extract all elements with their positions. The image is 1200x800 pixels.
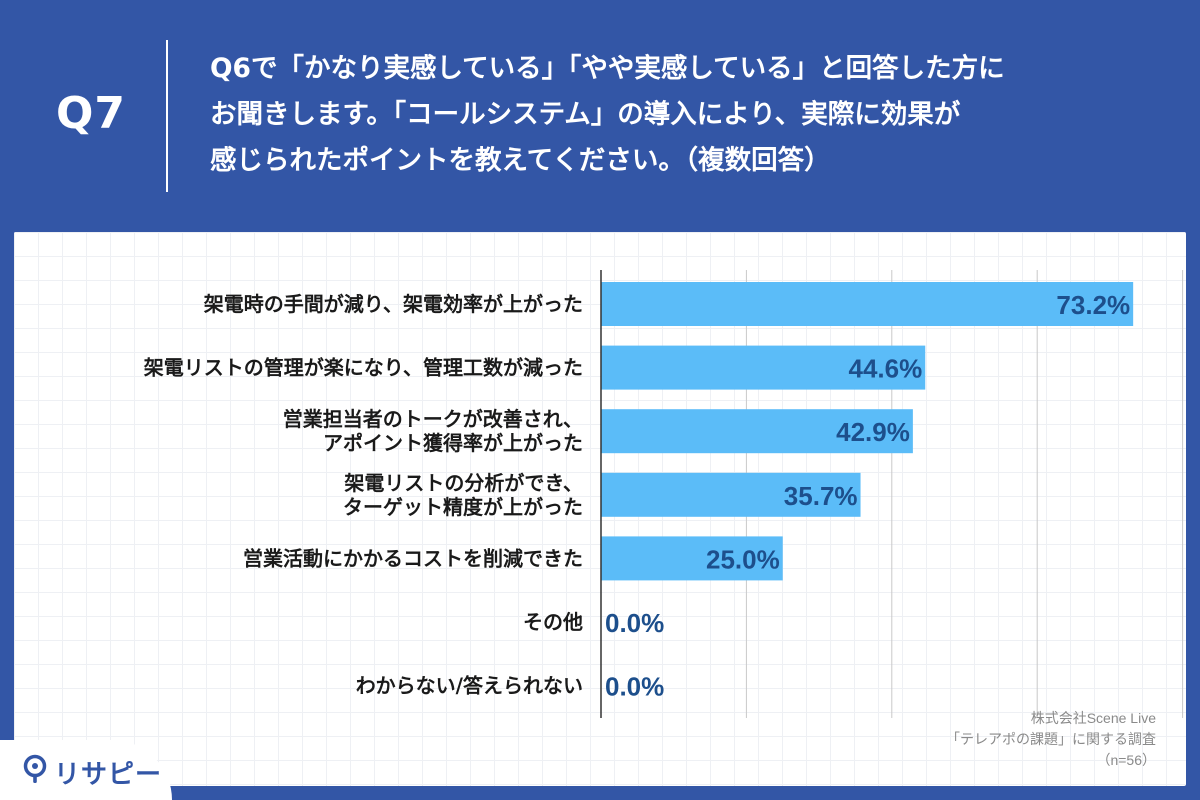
source-survey: 「テレアポの課題」に関する調査 bbox=[946, 731, 1156, 747]
bar-0 bbox=[601, 282, 1134, 326]
value-label-3: 35.7% bbox=[784, 481, 858, 511]
question-line-1: Q6で「かなり実感している」「やや実感している」と回答した方に bbox=[210, 53, 1005, 84]
category-label-2-line-1: アポイント獲得率が上がった bbox=[323, 431, 583, 455]
bar-chart: 73.2% 架電時の手間が減り、架電効率が上がった 44.6% 架電リストの管理が楽に… bbox=[144, 270, 1184, 718]
logo-pin-icon bbox=[23, 754, 47, 783]
source-company: 株式会社Scene Live bbox=[1030, 710, 1156, 726]
value-label-0: 73.2% bbox=[1056, 290, 1130, 320]
question-line-3: 感じられたポイントを教えてください。（複数回答） bbox=[210, 145, 831, 176]
category-label-2-line-0: 営業担当者のトークが改善され、 bbox=[283, 407, 583, 431]
question-text: Q6で「かなり実感している」「やや実感している」と回答した方に お聞きします。「… bbox=[210, 46, 1170, 184]
category-label-3-line-0: 架電リストの分析ができ、 bbox=[344, 471, 583, 495]
category-label-6-line-0: わからない/答えられない bbox=[356, 674, 583, 698]
category-label-2: 営業担当者のトークが改善され、アポイント獲得率が上がった bbox=[283, 407, 583, 455]
category-label-3: 架電リストの分析ができ、ターゲット精度が上がった bbox=[343, 471, 583, 519]
value-label-5: 0.0% bbox=[605, 608, 664, 638]
value-label-4: 25.0% bbox=[706, 544, 780, 574]
source-sample-size: （n=56） bbox=[1096, 752, 1156, 768]
bar-2 bbox=[601, 409, 913, 454]
question-header: Q7 Q6で「かなり実感している」「やや実感している」と回答した方に お聞きしま… bbox=[0, 0, 1200, 232]
logo-text: リサピー bbox=[54, 760, 163, 790]
category-label-0-line-0: 架電時の手間が減り、架電効率が上がった bbox=[204, 292, 583, 316]
question-line-2: お聞きします。「コールシステム」の導入により、実際に効果が bbox=[210, 99, 961, 130]
value-label-2: 42.9% bbox=[836, 417, 910, 447]
header-divider bbox=[166, 40, 168, 192]
category-label-4: 営業活動にかかるコストを削減できた bbox=[243, 546, 583, 570]
category-label-4-line-0: 営業活動にかかるコストを削減できた bbox=[243, 546, 583, 570]
value-label-6: 0.0% bbox=[605, 672, 664, 702]
category-label-5-line-0: その他 bbox=[523, 610, 583, 634]
category-label-3-line-1: ターゲット精度が上がった bbox=[343, 495, 583, 519]
category-label-0: 架電時の手間が減り、架電効率が上がった bbox=[204, 292, 583, 316]
category-label-1: 架電リストの管理が楽になり、管理工数が減った bbox=[144, 356, 583, 380]
logo-tab: リサピー bbox=[0, 740, 172, 800]
question-number: Q7 bbox=[56, 88, 127, 139]
bar-1 bbox=[601, 345, 926, 390]
bar-4 bbox=[601, 536, 783, 581]
value-label-1: 44.6% bbox=[849, 354, 923, 384]
chart-panel: 73.2% 架電時の手間が減り、架電効率が上がった 44.6% 架電リストの管理が楽に… bbox=[14, 232, 1186, 786]
bar-3 bbox=[601, 472, 861, 517]
category-label-6: わからない/答えられない bbox=[356, 674, 583, 698]
category-label-1-line-0: 架電リストの管理が楽になり、管理工数が減った bbox=[144, 356, 583, 380]
category-label-5: その他 bbox=[523, 610, 583, 634]
source-note: 株式会社Scene Live 「テレアポの課題」に関する調査 （n=56） bbox=[946, 708, 1156, 771]
